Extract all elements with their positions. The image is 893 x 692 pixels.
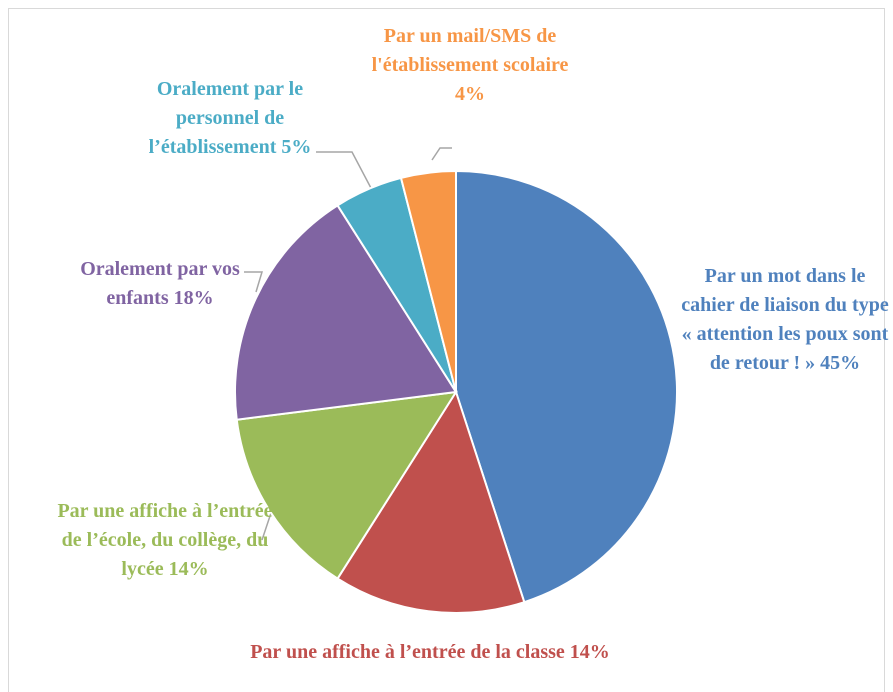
slices (234, 169, 678, 614)
pie-slice (234, 204, 458, 421)
leader-line (261, 509, 273, 541)
value-label: 14% (168, 558, 209, 580)
category-name: Oralement par vos enfants (80, 258, 240, 309)
data-label: Par une affiche à l’entrée de l’école, d… (50, 497, 280, 584)
value-label: 5% (281, 136, 312, 158)
data-label: Oralement par le personnel de l’établiss… (125, 75, 335, 162)
value-label: 14% (569, 641, 610, 663)
data-label: Par un mail/SMS de l'établissement scola… (370, 22, 570, 109)
pie-slice (455, 169, 678, 604)
pie-slice (235, 390, 458, 580)
data-label: Oralement par vos enfants 18% (65, 255, 255, 313)
data-label: Par une affiche à l’entrée de la classe … (250, 638, 610, 667)
category-name: Par un mot dans le cahier de liaison du … (681, 265, 889, 374)
leader-line (316, 151, 373, 191)
category-name: Par un mail/SMS de l'établissement scola… (371, 25, 569, 76)
leader-line (431, 147, 452, 161)
value-label: 4% (455, 83, 485, 105)
frame (8, 8, 885, 692)
leader-lines (244, 147, 452, 541)
pie-slice (399, 169, 457, 393)
category-name: Oralement par le personnel de l’établiss… (148, 78, 304, 158)
category-name: Par une affiche à l’entrée de la classe (250, 641, 565, 663)
value-label: 18% (173, 287, 214, 309)
data-label: Par un mot dans le cahier de liaison du … (680, 262, 890, 378)
category-name: Par une affiche à l’entrée de l’école, d… (57, 500, 273, 580)
value-label: 45% (820, 352, 861, 374)
leader-line (244, 271, 264, 293)
pie-slice (336, 389, 526, 614)
